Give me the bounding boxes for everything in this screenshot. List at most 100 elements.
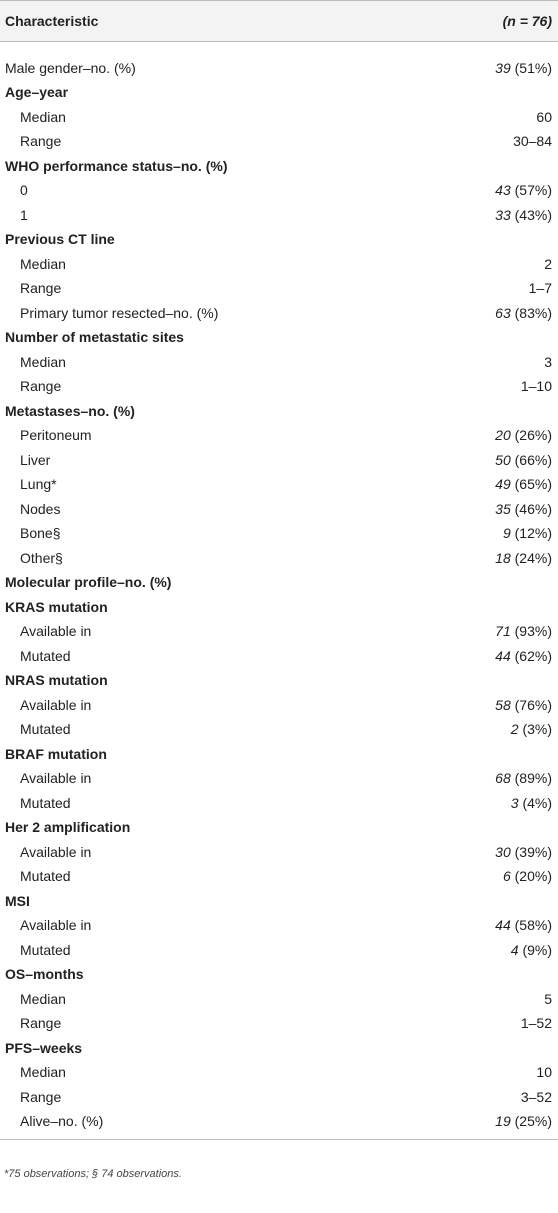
row-value: 1–7	[528, 280, 552, 297]
percent: (76%)	[514, 696, 552, 713]
row-label: Primary tumor resected–no. (%)	[20, 304, 219, 321]
row-label: Median	[20, 1064, 66, 1081]
percent: (83%)	[514, 304, 552, 321]
table-row: Available in 44 (58%)	[0, 913, 558, 938]
table-row: KRAS mutation	[0, 595, 558, 620]
table-row: Primary tumor resected–no. (%) 63 (83%)	[0, 301, 558, 326]
row-value: 30–84	[513, 133, 552, 150]
percent: (20%)	[514, 868, 552, 885]
percent: (65%)	[514, 476, 552, 493]
row-label: Male gender–no. (%)	[5, 59, 136, 76]
count: 63	[495, 304, 511, 321]
row-label: Alive–no. (%)	[20, 1113, 104, 1130]
count: 71	[495, 623, 511, 640]
count: 6	[502, 868, 511, 885]
row-label: Mutated	[20, 647, 71, 664]
row-label: Available in	[20, 770, 92, 787]
row-value: 60	[536, 108, 552, 125]
row-value: 6 (20%)	[503, 864, 552, 889]
count: 20	[495, 427, 511, 444]
row-label: Liver	[20, 451, 51, 468]
table: Characteristic (n = 76) Male gender–no. …	[0, 0, 558, 1140]
table-row: MSI	[0, 889, 558, 914]
table-row: WHO performance status–no. (%)	[0, 154, 558, 179]
row-value: 1–52	[520, 1015, 552, 1032]
row-value: 3–52	[520, 1088, 552, 1105]
percent: (93%)	[514, 623, 552, 640]
table-row: Number of metastatic sites	[0, 325, 558, 350]
section-heading: Molecular profile–no. (%)	[5, 574, 172, 591]
row-value: 30 (39%)	[495, 840, 552, 865]
table-row: Lung* 49 (65%)	[0, 472, 558, 497]
section-heading: WHO performance status–no. (%)	[5, 157, 228, 174]
row-label: 1	[20, 206, 28, 223]
table-row: Male gender–no. (%) 39 (51%)	[0, 56, 558, 81]
percent: (66%)	[514, 451, 552, 468]
table-row: Available in 58 (76%)	[0, 693, 558, 718]
table-row: Median 2	[0, 252, 558, 277]
table-row: Previous CT line	[0, 227, 558, 252]
row-label: Range	[20, 1088, 62, 1105]
table-row: Mutated 3 (4%)	[0, 791, 558, 816]
count: 43	[495, 182, 511, 199]
table-row: Range 1–52	[0, 1011, 558, 1036]
table-row: Median 10	[0, 1060, 558, 1085]
section-heading: MSI	[5, 892, 30, 909]
row-label: Other§	[20, 549, 63, 566]
row-value: 68 (89%)	[495, 766, 552, 791]
row-label: Median	[20, 255, 66, 272]
percent: (46%)	[514, 500, 552, 517]
row-value: 20 (26%)	[495, 423, 552, 448]
row-label: Available in	[20, 843, 92, 860]
table-row: PFS–weeks	[0, 1036, 558, 1061]
footnote: *75 observations; § 74 observations.	[4, 1168, 182, 1180]
section-heading: Age–year	[5, 84, 69, 101]
table-row: Nodes 35 (46%)	[0, 497, 558, 522]
table-header: Characteristic (n = 76)	[0, 0, 558, 42]
table-row: NRAS mutation	[0, 668, 558, 693]
row-label: Mutated	[20, 721, 71, 738]
row-label: Median	[20, 108, 66, 125]
row-value: 1–10	[520, 378, 552, 395]
count: 39	[495, 59, 511, 76]
row-label: Available in	[20, 696, 92, 713]
row-label: Range	[20, 133, 62, 150]
row-value: 9 (12%)	[503, 521, 552, 546]
table-row: Mutated 4 (9%)	[0, 938, 558, 963]
row-value: 35 (46%)	[495, 497, 552, 522]
row-value: 58 (76%)	[495, 693, 552, 718]
table-row: Range 3–52	[0, 1085, 558, 1110]
section-heading: BRAF mutation	[5, 745, 107, 762]
percent: (51%)	[514, 59, 552, 76]
row-value: 4 (9%)	[511, 938, 552, 963]
table-row: Age–year	[0, 80, 558, 105]
count: 44	[495, 917, 511, 934]
percent: (89%)	[514, 770, 552, 787]
table-rule	[0, 1139, 558, 1140]
count: 58	[495, 696, 511, 713]
row-value: 2	[544, 255, 552, 272]
table-row: Alive–no. (%) 19 (25%)	[0, 1109, 558, 1134]
row-label: Mutated	[20, 794, 71, 811]
table-row: Other§ 18 (24%)	[0, 546, 558, 571]
section-heading: Number of metastatic sites	[5, 329, 184, 346]
count: 33	[495, 206, 511, 223]
percent: (58%)	[514, 917, 552, 934]
count: 9	[502, 525, 511, 542]
percent: (4%)	[522, 794, 552, 811]
row-label: Available in	[20, 623, 92, 640]
percent: (57%)	[514, 182, 552, 199]
row-value: 18 (24%)	[495, 546, 552, 571]
count: 49	[495, 476, 511, 493]
table-row: Molecular profile–no. (%)	[0, 570, 558, 595]
table-row: Available in 71 (93%)	[0, 619, 558, 644]
percent: (43%)	[514, 206, 552, 223]
section-heading: Her 2 amplification	[5, 819, 131, 836]
percent: (9%)	[522, 941, 552, 958]
row-value: 5	[544, 990, 552, 1007]
row-label: Lung*	[20, 476, 57, 493]
row-value: 71 (93%)	[495, 619, 552, 644]
column-header: Characteristic	[5, 13, 99, 29]
table-row: Mutated 2 (3%)	[0, 717, 558, 742]
